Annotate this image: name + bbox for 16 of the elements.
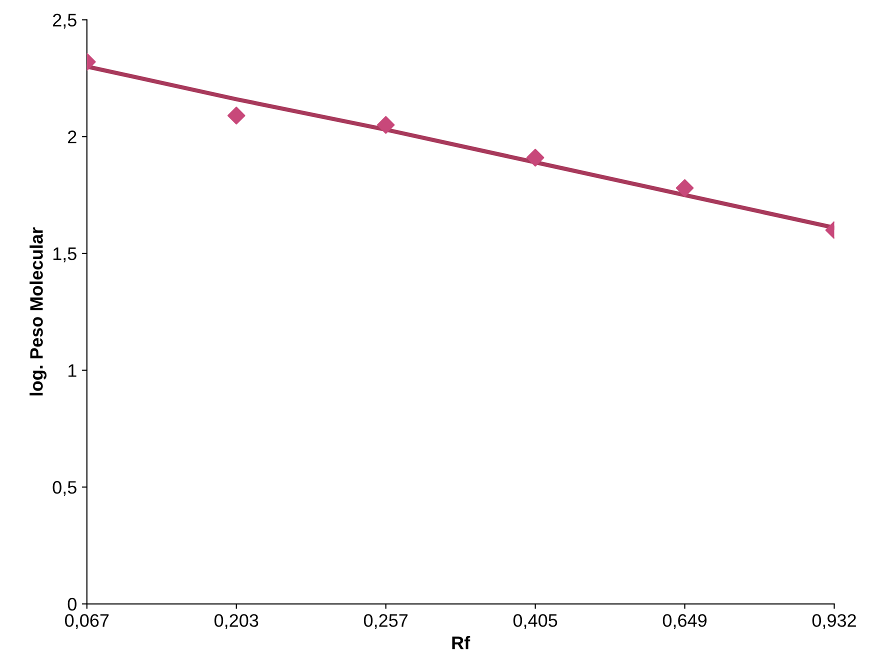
x-tick-label: 0,203 [214,614,258,630]
y-axis-title: log. Peso Molecular [30,227,47,396]
y-tick-label: 2,5 [52,14,76,29]
x-tick-label: 0,932 [812,614,856,630]
y-tick-label: 2 [68,130,76,144]
y-tick-label: 1 [68,364,76,377]
x-tick-label: 0,067 [65,614,109,630]
x-tick-label: 0,257 [364,614,408,630]
y-tick-label: 0,5 [52,481,76,496]
y-tick-label: 0 [68,598,76,611]
x-axis-title: Rf [452,636,470,650]
point [376,116,395,134]
x-tick-label: 0,405 [513,614,558,630]
y-tick-label: 1,5 [53,248,76,262]
x-tick-label: 0,649 [662,614,707,630]
point [526,148,544,167]
